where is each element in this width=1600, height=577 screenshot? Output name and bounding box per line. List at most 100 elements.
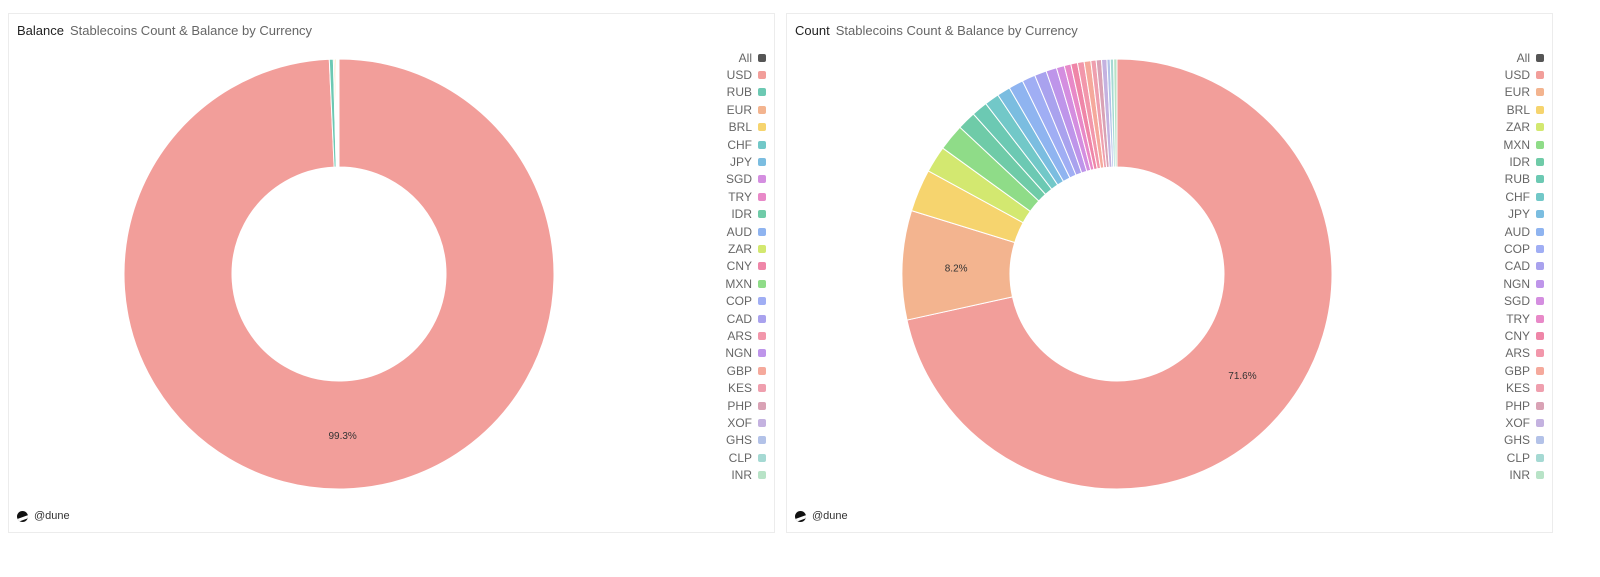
- legend-label: ZAR: [1506, 120, 1530, 135]
- legend-swatch: [758, 471, 766, 480]
- legend-swatch: [1536, 140, 1544, 149]
- legend: All USD EUR BRL ZAR MXN IDR RUB CHF JPY AUD COP CAD N…: [1503, 49, 1544, 484]
- legend-label: TRY: [1506, 311, 1530, 326]
- legend-item-gbp[interactable]: GBP: [725, 362, 766, 379]
- legend-item-ghs[interactable]: GHS: [1503, 432, 1544, 449]
- legend-item-cad[interactable]: CAD: [1503, 258, 1544, 275]
- legend-swatch: [758, 453, 766, 462]
- legend-label: CHF: [1505, 189, 1530, 204]
- legend-swatch: [758, 262, 766, 271]
- legend-item-cny[interactable]: CNY: [725, 258, 766, 275]
- legend-swatch: [758, 192, 766, 201]
- dune-watermark: @dune: [795, 510, 848, 522]
- legend-item-php[interactable]: PHP: [725, 397, 766, 414]
- legend-swatch: [1536, 436, 1544, 445]
- count-chart-panel: Count Stablecoins Count & Balance by Curr…: [786, 13, 1553, 533]
- legend-item-inr[interactable]: INR: [1503, 466, 1544, 483]
- legend-item-rub[interactable]: RUB: [725, 84, 766, 101]
- legend-item-clp[interactable]: CLP: [725, 449, 766, 466]
- legend-label: CNY: [726, 259, 752, 274]
- legend-item-chf[interactable]: CHF: [1503, 188, 1544, 205]
- legend-item-zar[interactable]: ZAR: [1503, 119, 1544, 136]
- legend-item-ngn[interactable]: NGN: [1503, 275, 1544, 292]
- legend-item-cop[interactable]: COP: [1503, 240, 1544, 257]
- legend-swatch: [758, 158, 766, 167]
- legend-item-aud[interactable]: AUD: [725, 223, 766, 240]
- legend-item-aud[interactable]: AUD: [1503, 223, 1544, 240]
- legend-label: BRL: [728, 120, 752, 135]
- legend-label: XOF: [1505, 415, 1530, 430]
- legend-swatch: [1536, 175, 1544, 184]
- legend-item-eur[interactable]: EUR: [1503, 84, 1544, 101]
- legend-label: JPY: [1507, 207, 1530, 222]
- legend-item-cop[interactable]: COP: [725, 292, 766, 309]
- legend-label: CLP: [1506, 450, 1530, 465]
- legend-label: All: [738, 50, 752, 65]
- legend-label: KES: [1505, 381, 1530, 396]
- legend-item-all[interactable]: All: [1503, 49, 1544, 66]
- legend-item-gbp[interactable]: GBP: [1503, 362, 1544, 379]
- legend-item-eur[interactable]: EUR: [725, 101, 766, 118]
- legend-item-chf[interactable]: CHF: [725, 136, 766, 153]
- legend-item-ars[interactable]: ARS: [725, 327, 766, 344]
- legend-item-idr[interactable]: IDR: [1503, 153, 1544, 170]
- legend-label: USD: [726, 68, 752, 83]
- legend-item-xof[interactable]: XOF: [1503, 414, 1544, 431]
- legend-swatch: [1536, 349, 1544, 358]
- legend-item-xof[interactable]: XOF: [725, 414, 766, 431]
- legend-item-all[interactable]: All: [725, 49, 766, 66]
- legend-item-sgd[interactable]: SGD: [725, 171, 766, 188]
- legend-label: CHF: [727, 137, 752, 152]
- legend-item-brl[interactable]: BRL: [725, 119, 766, 136]
- legend-label: AUD: [726, 224, 752, 239]
- slice-usd[interactable]: [123, 58, 555, 490]
- legend-item-sgd[interactable]: SGD: [1503, 292, 1544, 309]
- legend-item-ars[interactable]: ARS: [1503, 345, 1544, 362]
- slice-usd[interactable]: [906, 58, 1333, 490]
- legend-item-cny[interactable]: CNY: [1503, 327, 1544, 344]
- legend-swatch: [1536, 453, 1544, 462]
- legend-label: SGD: [1503, 294, 1530, 309]
- legend-item-php[interactable]: PHP: [1503, 397, 1544, 414]
- dune-logo-icon: [795, 510, 806, 522]
- legend-item-usd[interactable]: USD: [1503, 66, 1544, 83]
- legend-label: IDR: [731, 207, 752, 222]
- legend-item-mxn[interactable]: MXN: [1503, 136, 1544, 153]
- legend-item-rub[interactable]: RUB: [1503, 171, 1544, 188]
- legend-item-kes[interactable]: KES: [1503, 379, 1544, 396]
- legend-label: XOF: [727, 415, 752, 430]
- legend-swatch: [758, 297, 766, 306]
- legend-label: ARS: [727, 328, 752, 343]
- slice-inr[interactable]: [1113, 58, 1118, 168]
- legend-swatch: [1536, 53, 1544, 62]
- legend-swatch: [758, 227, 766, 236]
- legend-label: GBP: [726, 363, 752, 378]
- legend-swatch: [1536, 158, 1544, 167]
- legend-item-brl[interactable]: BRL: [1503, 101, 1544, 118]
- legend-item-idr[interactable]: IDR: [725, 206, 766, 223]
- legend-item-mxn[interactable]: MXN: [725, 275, 766, 292]
- legend-label: CNY: [1504, 328, 1530, 343]
- legend-item-ngn[interactable]: NGN: [725, 345, 766, 362]
- legend-item-ghs[interactable]: GHS: [725, 432, 766, 449]
- legend-label: ARS: [1505, 346, 1530, 361]
- legend-swatch: [758, 384, 766, 393]
- legend-swatch: [758, 71, 766, 80]
- legend-swatch: [1536, 471, 1544, 480]
- legend-item-clp[interactable]: CLP: [1503, 449, 1544, 466]
- legend-item-zar[interactable]: ZAR: [725, 240, 766, 257]
- chart-title: Balance Stablecoins Count & Balance by Cu…: [17, 23, 312, 38]
- chart-title-main: Count: [795, 23, 830, 38]
- legend-item-inr[interactable]: INR: [725, 466, 766, 483]
- legend-item-try[interactable]: TRY: [725, 188, 766, 205]
- legend-item-jpy[interactable]: JPY: [725, 153, 766, 170]
- legend-item-usd[interactable]: USD: [725, 66, 766, 83]
- legend-label: NGN: [725, 346, 752, 361]
- legend-item-try[interactable]: TRY: [1503, 310, 1544, 327]
- legend-item-jpy[interactable]: JPY: [1503, 206, 1544, 223]
- dune-watermark: @dune: [17, 510, 70, 522]
- legend-item-kes[interactable]: KES: [725, 379, 766, 396]
- legend-swatch: [1536, 227, 1544, 236]
- legend-item-cad[interactable]: CAD: [725, 310, 766, 327]
- legend-swatch: [1536, 192, 1544, 201]
